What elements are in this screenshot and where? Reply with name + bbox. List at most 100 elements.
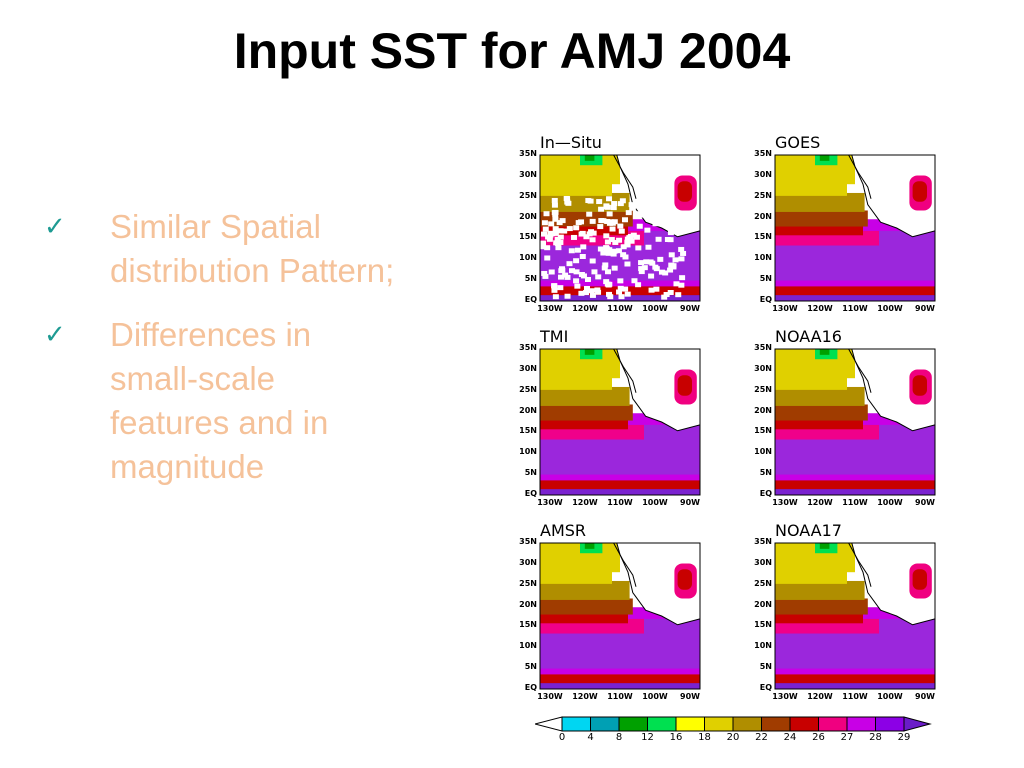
missing-data-cell	[655, 236, 662, 242]
missing-data-cell	[541, 231, 548, 237]
missing-data-cell	[543, 211, 550, 217]
missing-data-cell	[637, 212, 644, 218]
missing-data-cell	[561, 228, 568, 234]
lon-tick-label: 130W	[772, 692, 798, 701]
lat-tick-label: EQ	[759, 295, 772, 304]
missing-data-cell	[617, 285, 624, 291]
lat-tick-label: 10N	[519, 447, 537, 457]
lat-tick-label: 30N	[754, 363, 772, 373]
colorbar-segment	[903, 716, 932, 732]
missing-data-cell	[594, 287, 601, 293]
missing-data-cell	[631, 278, 638, 284]
missing-data-cell	[573, 258, 580, 264]
panel-label: NOAA16	[775, 327, 842, 346]
missing-data-cell	[668, 252, 675, 258]
missing-data-cell	[638, 269, 645, 275]
colorbar-segment	[875, 716, 905, 732]
sst-colorbar: 0 4 8 12 16 18 20 22 24 26 27 28 29	[533, 716, 940, 750]
missing-data-cell	[578, 271, 585, 277]
sst-band	[775, 480, 935, 490]
lat-tick-label: 5N	[759, 468, 772, 478]
lon-tick-label: 100W	[642, 692, 668, 701]
missing-data-cell	[635, 282, 642, 288]
missing-data-cell	[551, 287, 558, 293]
missing-data-cell	[587, 198, 594, 204]
colorbar-segment	[647, 716, 677, 732]
missing-data-cell	[609, 226, 616, 232]
lat-tick-label: 35N	[754, 343, 772, 352]
missing-data-cell	[570, 234, 577, 240]
missing-data-cell	[653, 209, 660, 215]
missing-data-cell	[591, 269, 598, 275]
lat-tick-label: 35N	[754, 149, 772, 158]
missing-data-cell	[573, 225, 580, 231]
sst-map-panel: NOAA17 35N 30N 25N 20N 15N 10N 5N EQ 130W 120W 110W…	[745, 521, 960, 713]
lon-tick-label: 120W	[572, 304, 598, 313]
sst-band	[540, 580, 630, 600]
colorbar-tick-label: 24	[783, 732, 797, 743]
missing-data-cell	[659, 213, 666, 219]
missing-data-cell	[568, 248, 575, 254]
sst-map-panel: TMI 35N 30N 25N 20N 15N 10N 5N EQ 130W 120W 110W 100…	[510, 327, 725, 519]
missing-data-cell	[544, 245, 551, 251]
colorbar-segment	[533, 716, 563, 732]
missing-data-cell	[636, 223, 643, 229]
sst-band	[540, 678, 700, 689]
sst-band	[835, 349, 855, 379]
bullet-text: Similar Spatial distribution Pattern;	[110, 208, 395, 289]
sst-band	[775, 598, 868, 615]
missing-data-cell	[584, 276, 591, 282]
bullet-item: ✓ Similar Spatial distribution Pattern;	[44, 205, 404, 293]
colorbar-tick-label: 28	[869, 732, 882, 743]
sst-band	[775, 404, 868, 421]
missing-data-cell	[548, 269, 555, 275]
missing-data-cell	[551, 202, 558, 208]
missing-data-cell	[638, 260, 645, 266]
coastline	[613, 348, 637, 393]
missing-data-cell	[669, 222, 676, 228]
missing-data-cell	[586, 211, 593, 217]
sst-band	[775, 210, 868, 227]
coastline	[613, 154, 637, 199]
missing-data-cell	[583, 290, 590, 296]
lon-tick-label: 110W	[607, 692, 633, 701]
missing-data-cell	[606, 247, 613, 253]
missing-data-cell	[672, 257, 679, 263]
missing-data-cell	[667, 267, 674, 273]
lon-tick-label: 120W	[807, 498, 833, 507]
missing-data-cell	[647, 259, 654, 265]
missing-data-cell	[624, 242, 631, 248]
colorbar-segment	[818, 716, 848, 732]
missing-data-cell	[606, 281, 613, 287]
gulf-warm-core	[677, 181, 692, 202]
missing-data-cell	[566, 261, 573, 267]
missing-data-cell	[638, 266, 645, 272]
missing-data-cell	[678, 282, 685, 288]
lat-tick-label: 5N	[759, 662, 772, 672]
missing-data-cell	[579, 230, 586, 236]
sst-band	[540, 404, 633, 421]
sst-map	[539, 542, 701, 690]
colorbar-segment	[704, 716, 734, 732]
sst-band	[775, 223, 863, 236]
coastline	[848, 154, 872, 199]
panel-label: GOES	[775, 133, 821, 152]
sst-map-panel: In—Situ 35N 30N 25N 20N 15N 10N 5N EQ 130W 120W 110…	[510, 133, 725, 325]
missing-data-cell	[617, 278, 624, 284]
missing-data-cell	[628, 238, 635, 244]
sst-band	[540, 417, 628, 430]
sst-band	[819, 155, 830, 161]
lon-tick-label: 110W	[842, 692, 868, 701]
missing-data-cell	[558, 274, 565, 280]
lat-tick-label: 5N	[524, 662, 537, 672]
coastline	[848, 542, 872, 587]
missing-data-cell	[589, 258, 596, 264]
sst-map-panel: NOAA16 35N 30N 25N 20N 15N 10N 5N EQ 130W 120W 110W…	[745, 327, 960, 519]
missing-data-cell	[552, 216, 559, 222]
sst-band	[775, 386, 865, 406]
missing-data-cell	[596, 199, 603, 205]
missing-data-cell	[552, 226, 559, 232]
map-frame	[774, 542, 936, 690]
bullet-list: ✓ Similar Spatial distribution Pattern; …	[44, 205, 404, 509]
colorbar-tick-label: 20	[726, 732, 740, 743]
